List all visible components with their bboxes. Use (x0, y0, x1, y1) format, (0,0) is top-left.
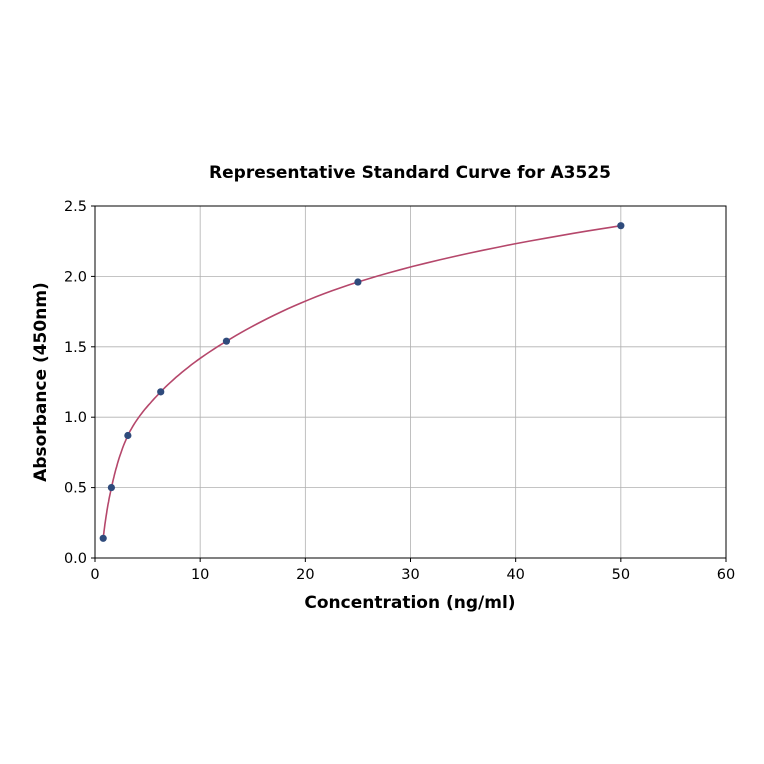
data-point (617, 222, 625, 230)
data-point (354, 278, 362, 286)
chart-title: Representative Standard Curve for A3525 (209, 163, 611, 183)
x-axis-label: Concentration (ng/ml) (304, 593, 515, 613)
data-point (124, 431, 132, 440)
y-tick-label: 1.5 (64, 340, 87, 356)
x-tick-label: 30 (401, 567, 419, 583)
y-tick-label: 0.5 (64, 481, 87, 497)
x-tick-label: 60 (717, 567, 735, 583)
data-points (99, 222, 625, 542)
x-tick-label: 0 (90, 567, 99, 583)
y-tick-label: 2.0 (64, 269, 87, 285)
y-tick-label: 2.5 (64, 199, 87, 215)
x-tick-label: 20 (296, 567, 314, 583)
y-tick-label: 1.0 (64, 410, 87, 426)
grid (94, 205, 727, 559)
x-tick-label: 10 (191, 567, 209, 583)
data-point (157, 388, 165, 396)
x-axis-ticks: 0 10 20 30 40 50 60 (90, 558, 735, 583)
x-tick-label: 40 (506, 567, 524, 583)
y-tick-label: 0.0 (64, 551, 87, 567)
x-tick-label: 50 (612, 567, 630, 583)
y-axis-label: Absorbance (450nm) (31, 282, 51, 482)
data-point (107, 484, 116, 492)
y-axis-ticks: 0.0 0.5 1.0 1.5 2.0 2.5 (64, 199, 95, 567)
data-point (222, 337, 231, 345)
fit-curve (102, 224, 621, 539)
data-point (99, 534, 107, 542)
plot-frame (94, 205, 727, 559)
